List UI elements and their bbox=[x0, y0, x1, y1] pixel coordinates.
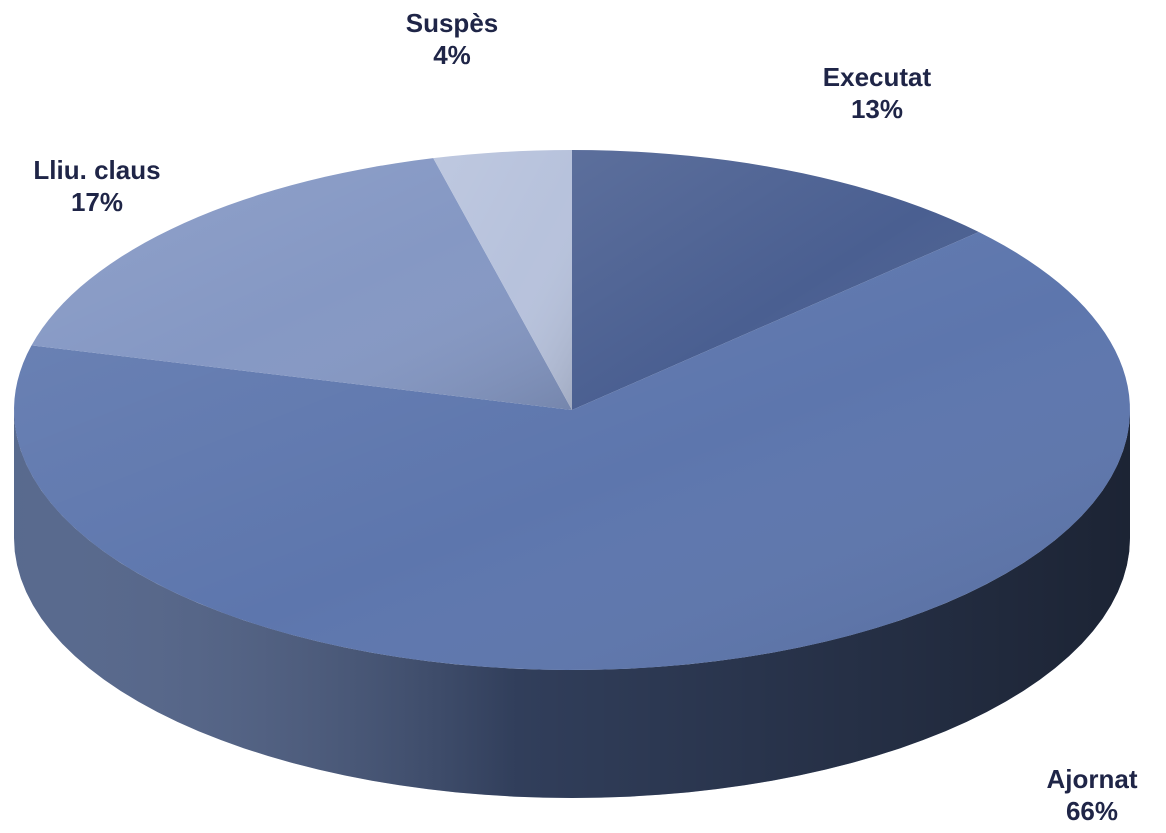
data-label-percent: 66% bbox=[1066, 796, 1118, 826]
data-label-category: Lliu. claus bbox=[33, 155, 160, 185]
pie-slice-highlight-2 bbox=[31, 158, 572, 410]
data-label-percent: 17% bbox=[71, 187, 123, 217]
pie-slice-highlight-0 bbox=[572, 150, 979, 410]
pie-slice-side-shade-1 bbox=[14, 410, 1130, 798]
data-label-category: Ajornat bbox=[1047, 764, 1138, 794]
pie-slice-highlight-3 bbox=[433, 150, 572, 410]
pie-side-layer bbox=[14, 410, 1130, 798]
data-label-category: Executat bbox=[823, 62, 932, 92]
pie-slice-highlight-1 bbox=[14, 232, 1130, 670]
data-label-percent: 13% bbox=[851, 94, 903, 124]
data-label-category: Suspès bbox=[406, 8, 499, 38]
pie-top-layer bbox=[14, 150, 1130, 670]
data-label-percent: 4% bbox=[433, 40, 471, 70]
